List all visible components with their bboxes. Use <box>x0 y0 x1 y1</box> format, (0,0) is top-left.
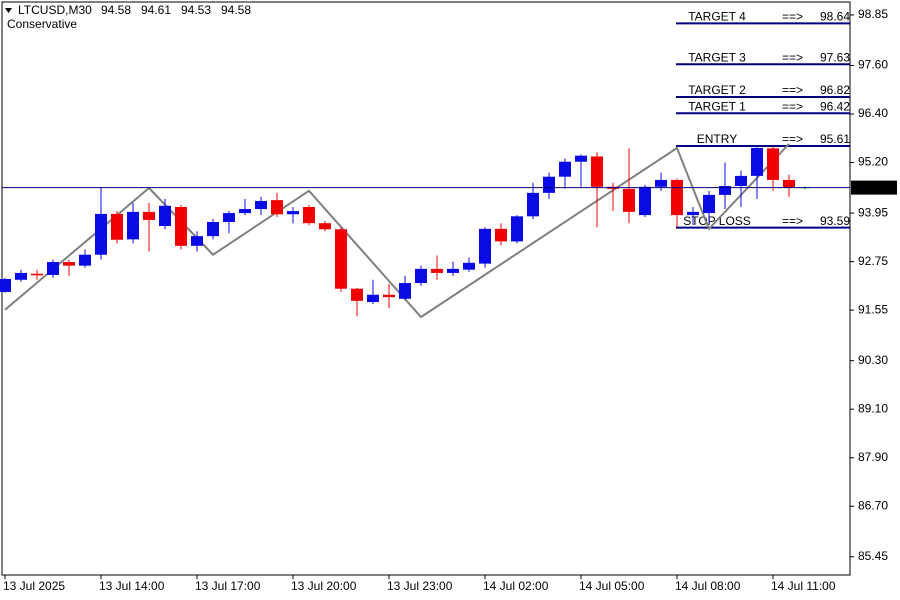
candle-body <box>639 186 651 216</box>
y-tick-label: 93.95 <box>858 205 888 219</box>
candle-body <box>735 175 747 186</box>
candle-body <box>47 262 59 275</box>
candle-body <box>767 148 779 180</box>
candle-body <box>447 268 459 273</box>
level-value: 98.64 <box>820 10 850 24</box>
x-tick-label: 13 Jul 17:00 <box>195 579 261 593</box>
y-tick-label: 85.45 <box>858 549 888 563</box>
y-tick-label: 95.20 <box>858 155 888 169</box>
candle-body <box>415 268 427 284</box>
candle-body <box>143 211 155 220</box>
candle-body <box>95 213 107 255</box>
x-tick-label: 14 Jul 02:00 <box>483 579 549 593</box>
candle-body <box>527 192 539 217</box>
y-tick-label: 87.90 <box>858 450 888 464</box>
level-arrow: ==> <box>782 83 803 97</box>
candle-body <box>63 262 75 266</box>
level-value: 97.63 <box>820 50 850 64</box>
candle-body <box>479 228 491 264</box>
candle-body <box>127 211 139 240</box>
subtitle: Conservative <box>7 17 77 31</box>
level-arrow: ==> <box>782 214 803 228</box>
x-tick-label: 13 Jul 2025 <box>3 579 65 593</box>
menu-triangle <box>5 8 12 13</box>
ohlc-open: 94.58 <box>101 3 131 17</box>
level-value: 96.82 <box>820 83 850 97</box>
candle-body <box>239 209 251 214</box>
candle-body <box>175 207 187 246</box>
ohlc-high: 94.61 <box>141 3 171 17</box>
candle-body <box>287 211 299 215</box>
price-label-bg <box>851 180 897 195</box>
candle-body <box>655 179 667 187</box>
level-label: TARGET 2 <box>688 83 746 97</box>
level-arrow: ==> <box>782 99 803 113</box>
candle-body <box>111 213 123 240</box>
candle-body <box>191 236 203 246</box>
ohlc-low: 94.53 <box>181 3 211 17</box>
candle-body <box>351 288 363 301</box>
candle-body <box>255 200 267 210</box>
candle-body <box>367 294 379 303</box>
y-tick-label: 96.40 <box>858 106 888 120</box>
level-arrow: ==> <box>782 10 803 24</box>
level-label: TARGET 3 <box>688 50 746 64</box>
candle-body <box>687 211 699 216</box>
candle-body <box>543 176 555 193</box>
x-tick-label: 14 Jul 11:00 <box>771 579 836 593</box>
ohlc-close: 94.58 <box>221 3 251 17</box>
candle-body <box>15 272 27 280</box>
candle-body <box>463 262 475 270</box>
candle-body <box>719 185 731 195</box>
candle-body <box>591 156 603 187</box>
candle-body <box>335 229 347 289</box>
y-tick-label: 90.30 <box>858 353 888 367</box>
candle-body <box>783 179 795 188</box>
symbol: LTCUSD,M30 <box>18 3 92 17</box>
candle-body <box>319 223 331 230</box>
y-tick-label: 98.85 <box>858 7 888 21</box>
candle-body <box>159 205 171 227</box>
y-tick-label: 89.10 <box>858 401 888 415</box>
candle-body <box>383 294 395 298</box>
candle-body <box>271 200 283 215</box>
candle-body <box>623 188 635 212</box>
x-tick-label: 13 Jul 20:00 <box>291 579 357 593</box>
price-label: 94.58 <box>856 180 886 194</box>
level-label: TARGET 4 <box>688 10 746 24</box>
candle-body <box>575 155 587 162</box>
candle-body <box>495 228 507 242</box>
candle-body <box>559 161 571 177</box>
level-arrow: ==> <box>782 132 803 146</box>
level-value: 96.42 <box>820 99 850 113</box>
candle-body <box>303 207 315 224</box>
y-tick-label: 92.75 <box>858 254 888 268</box>
candle-body <box>399 283 411 299</box>
zigzag-line <box>4 143 790 319</box>
candle-body <box>751 147 763 176</box>
candle-body <box>671 179 683 216</box>
candle-body <box>511 216 523 242</box>
x-tick-label: 14 Jul 05:00 <box>579 579 645 593</box>
y-tick-label: 91.55 <box>858 302 888 316</box>
candle-body <box>703 194 715 214</box>
level-value: 93.59 <box>820 214 850 228</box>
y-tick-label: 97.60 <box>858 58 888 72</box>
level-label: TARGET 1 <box>688 99 746 113</box>
candle-body <box>207 221 219 237</box>
candle-body <box>431 268 443 273</box>
candle-body <box>79 254 91 266</box>
y-tick-label: 86.70 <box>858 498 888 512</box>
candle-body <box>223 213 235 222</box>
level-value: 95.61 <box>820 132 850 146</box>
candle-body <box>0 278 11 292</box>
x-tick-label: 13 Jul 23:00 <box>387 579 453 593</box>
level-label: ENTRY <box>697 132 737 146</box>
candle-body <box>31 273 43 276</box>
x-tick-label: 13 Jul 14:00 <box>99 579 165 593</box>
level-arrow: ==> <box>782 50 803 64</box>
x-tick-label: 14 Jul 08:00 <box>675 579 741 593</box>
